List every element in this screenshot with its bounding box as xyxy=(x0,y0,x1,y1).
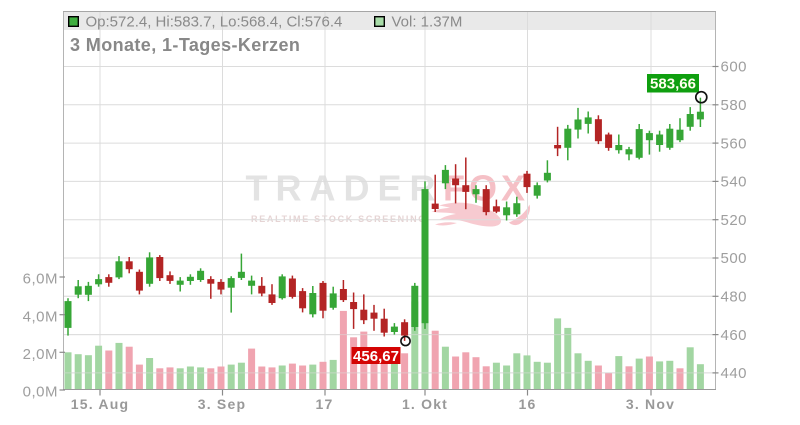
svg-text:580: 580 xyxy=(721,97,748,114)
svg-text:1. Okt: 1. Okt xyxy=(402,396,448,412)
svg-text:4,0M: 4,0M xyxy=(23,308,58,325)
svg-text:REALTIME STOCK SCREENING: REALTIME STOCK SCREENING xyxy=(251,214,427,224)
svg-text:0,0M: 0,0M xyxy=(23,384,58,401)
svg-text:560: 560 xyxy=(721,135,748,152)
svg-text:456,67: 456,67 xyxy=(353,348,399,365)
svg-text:3. Sep: 3. Sep xyxy=(198,396,246,412)
svg-text:2,0M: 2,0M xyxy=(23,346,58,363)
svg-text:600: 600 xyxy=(721,59,748,76)
svg-text:520: 520 xyxy=(721,212,748,229)
svg-text:583,66: 583,66 xyxy=(650,76,696,93)
svg-text:3 Monate, 1-Tages-Kerzen: 3 Monate, 1-Tages-Kerzen xyxy=(70,35,300,55)
svg-text:460: 460 xyxy=(721,327,748,344)
svg-text:TRADER: TRADER xyxy=(246,168,444,209)
svg-text:Vol: 1.37M: Vol: 1.37M xyxy=(392,14,463,31)
svg-text:15. Aug: 15. Aug xyxy=(71,396,129,412)
svg-text:500: 500 xyxy=(721,250,748,267)
svg-text:440: 440 xyxy=(721,365,748,382)
svg-text:6,0M: 6,0M xyxy=(23,271,58,288)
svg-text:3. Nov: 3. Nov xyxy=(626,396,675,412)
svg-text:16: 16 xyxy=(519,396,537,412)
svg-text:540: 540 xyxy=(721,174,748,191)
svg-text:480: 480 xyxy=(721,289,748,306)
svg-text:Op:572.4, Hi:583.7, Lo:568.4,: Op:572.4, Hi:583.7, Lo:568.4, Cl:576.4 xyxy=(86,14,343,31)
svg-text:17: 17 xyxy=(316,396,334,412)
